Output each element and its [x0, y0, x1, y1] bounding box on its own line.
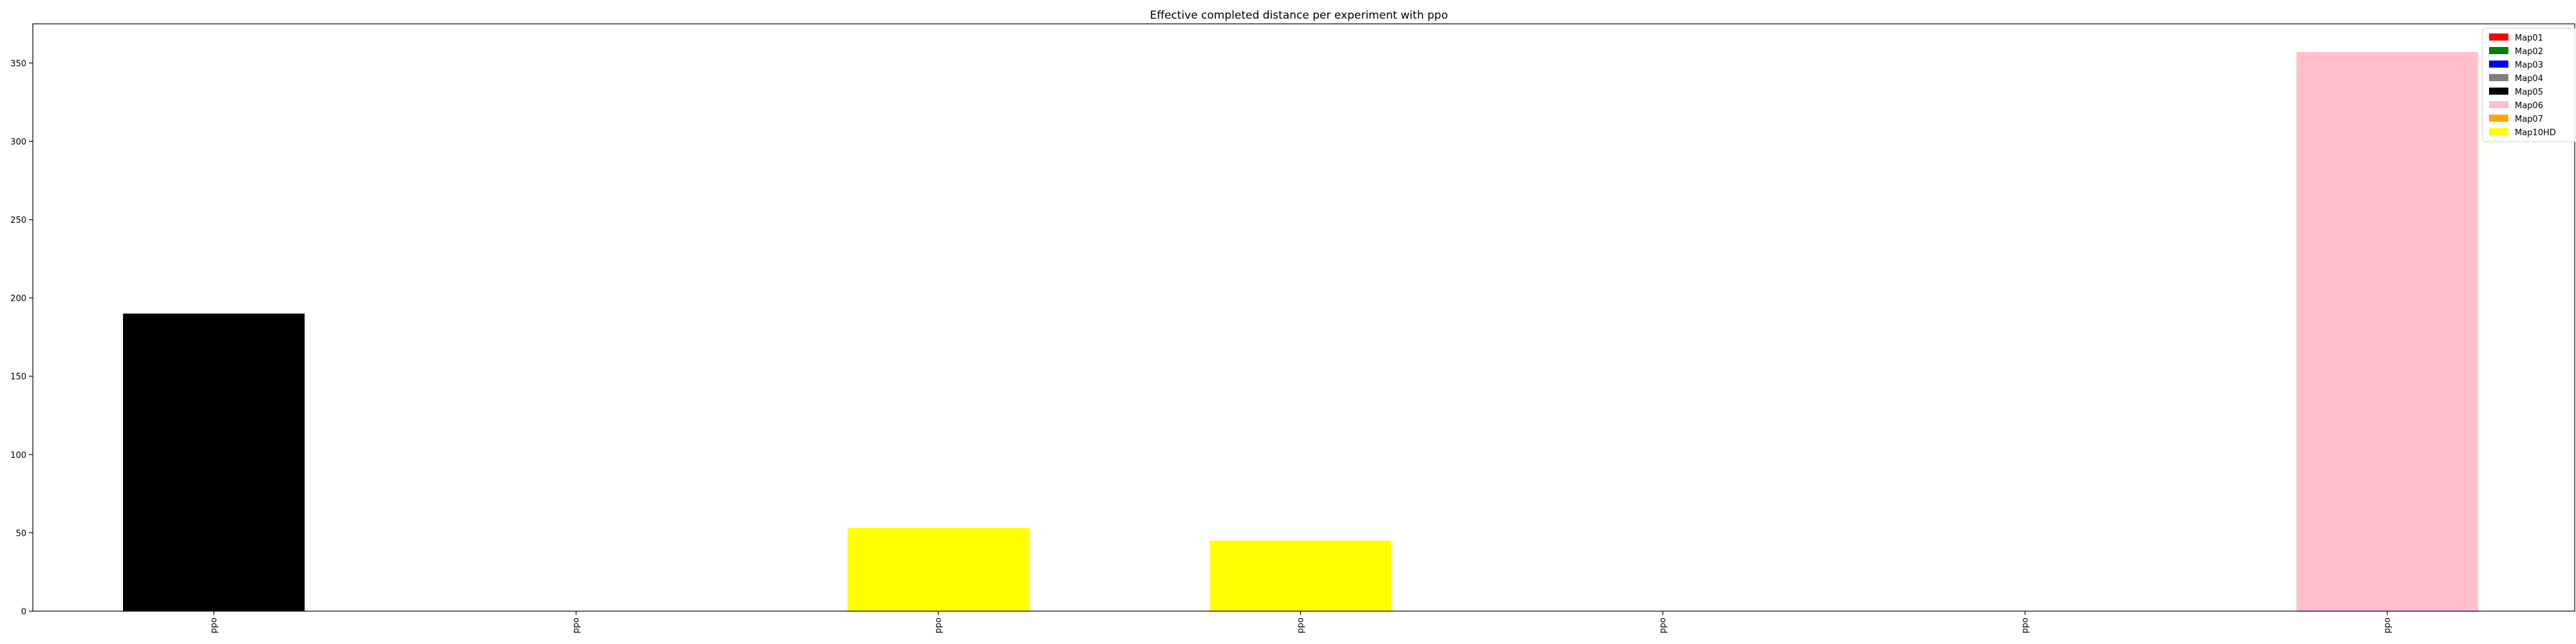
legend-label: Map07	[2515, 115, 2543, 124]
x-tick-label: ppo	[2021, 618, 2031, 634]
x-axis: ppo ppo ppo ppo ppo ppo ppo	[209, 611, 2392, 633]
legend-swatch	[2489, 33, 2508, 41]
legend-swatch	[2489, 115, 2508, 122]
x-tick-label: ppo	[1296, 618, 1306, 634]
legend-label: Map01	[2515, 33, 2543, 43]
bar-3	[1209, 540, 1392, 611]
x-tick-label: ppo	[1658, 618, 1668, 634]
bars-layer	[123, 52, 2478, 611]
y-tick-label: 200	[10, 294, 26, 304]
y-tick-label: 50	[15, 529, 26, 538]
legend-label: Map03	[2515, 61, 2543, 70]
legend-label: Map06	[2515, 101, 2543, 111]
bar-2	[848, 528, 1029, 611]
chart-title: Effective completed distance per experim…	[1150, 9, 1448, 22]
x-tick-label: ppo	[2383, 618, 2392, 634]
legend-frame	[2482, 28, 2576, 142]
y-tick-label: 150	[10, 372, 26, 382]
legend-label: Map10HD	[2515, 128, 2556, 138]
legend-swatch	[2489, 88, 2508, 95]
y-tick-label: 300	[10, 137, 26, 147]
bar-0	[123, 313, 305, 611]
legend-swatch	[2489, 47, 2508, 54]
legend-swatch	[2489, 101, 2508, 108]
legend-label: Map04	[2515, 74, 2543, 84]
legend-label: Map05	[2515, 88, 2543, 97]
y-tick-label: 100	[10, 451, 26, 460]
x-tick-label: ppo	[934, 618, 943, 634]
y-tick-label: 0	[21, 607, 26, 617]
legend-swatch	[2489, 128, 2508, 135]
bar-6	[2297, 52, 2478, 611]
legend-swatch	[2489, 61, 2508, 68]
y-tick-label: 350	[10, 59, 26, 69]
x-tick-label: ppo	[209, 618, 219, 634]
plot-frame	[32, 23, 2575, 612]
legend-swatch	[2489, 74, 2508, 81]
x-tick-label: ppo	[572, 618, 582, 634]
y-tick-label: 250	[10, 216, 26, 225]
y-axis: 0 50 100 150 200 250 300 350	[10, 59, 33, 617]
legend-label: Map02	[2515, 47, 2543, 57]
legend: Map01 Map02 Map03 Map04 Map05 Map06 Map07 Map10…	[2482, 28, 2576, 142]
